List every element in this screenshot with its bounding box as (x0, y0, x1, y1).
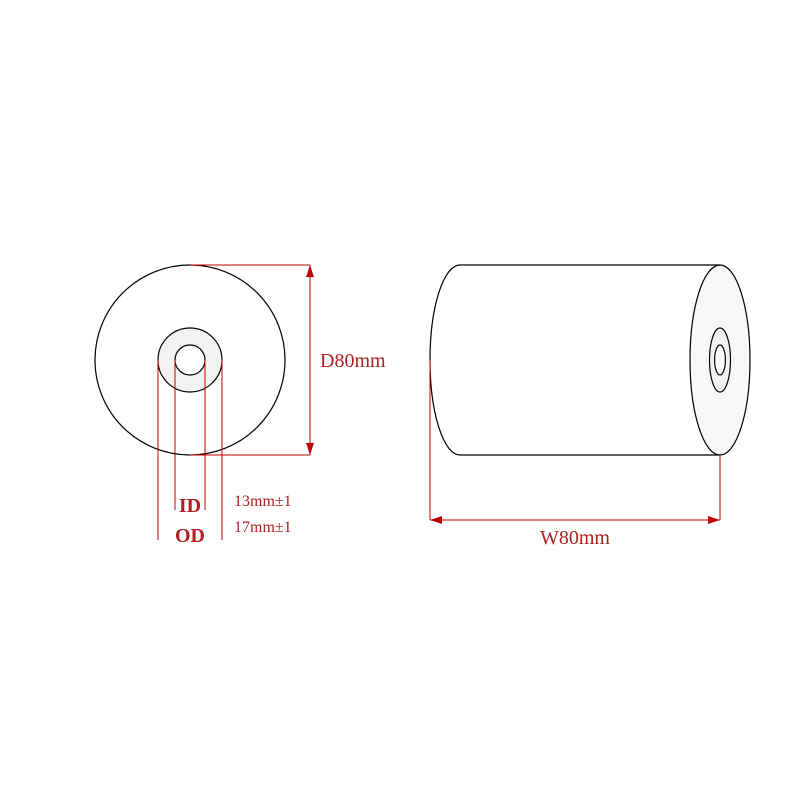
arrow-head (306, 265, 314, 277)
cylinder-left-arc (430, 265, 460, 455)
roll-front-core-inner (175, 345, 205, 375)
cylinder-core-inner (715, 345, 726, 375)
technical-drawing: D80mm ID 13mm±1 OD 17mm±1 W80mm (0, 0, 800, 800)
label-id: ID (179, 495, 201, 517)
label-od: OD (175, 525, 205, 547)
cylinder-body (460, 265, 720, 455)
label-d: D80mm (320, 350, 386, 372)
label-od-value: 17mm±1 (234, 519, 292, 536)
arrow-head (306, 443, 314, 455)
arrow-head (708, 516, 720, 524)
label-w: W80mm (540, 527, 610, 549)
label-id-value: 13mm±1 (234, 493, 292, 510)
arrow-head (430, 516, 442, 524)
